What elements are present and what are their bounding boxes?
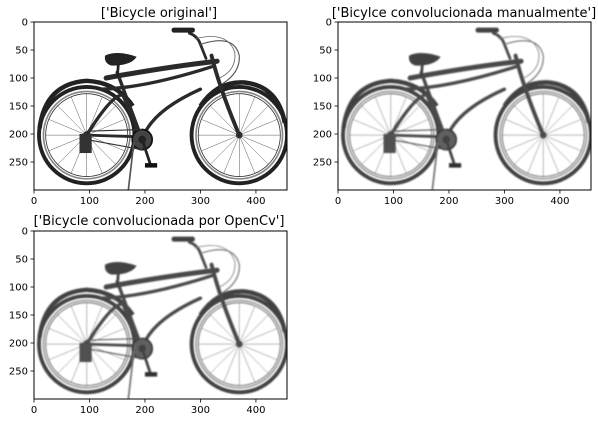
y-tick-label: 200 [9, 339, 28, 350]
x-tick-label: 400 [246, 196, 265, 207]
y-tick-label: 250 [9, 158, 28, 169]
x-tick-label: 400 [246, 405, 265, 416]
x-tick-label: 0 [31, 405, 37, 416]
panel-opencv: ['Bicycle convolucionada por OpenCv'] 0 1… [9, 214, 288, 416]
y-tick-label: 50 [15, 46, 28, 57]
panel-original: ['Bicycle original'] 0 100 200 300 400 0 50 100… [9, 6, 288, 207]
x-tick-label: 100 [384, 196, 403, 207]
panel-title: ['Bicylce convolucionada manualmente'] [332, 6, 596, 21]
y-tick-label: 100 [9, 283, 28, 294]
x-tick-label: 100 [80, 196, 99, 207]
x-tick-label: 400 [550, 196, 569, 207]
x-tick-label: 300 [495, 196, 514, 207]
y-tick-label: 0 [326, 18, 332, 29]
y-tick-label: 150 [313, 102, 332, 113]
y-tick-label: 100 [313, 74, 332, 85]
x-tick-label: 0 [31, 196, 37, 207]
x-tick-label: 300 [191, 405, 210, 416]
y-tick-label: 50 [15, 255, 28, 266]
bicycle-icon [338, 22, 591, 190]
y-tick-label: 150 [9, 311, 28, 322]
y-tick-label: 0 [22, 18, 28, 29]
y-tick-label: 250 [9, 367, 28, 378]
x-tick-label: 200 [439, 196, 458, 207]
panel-manual: ['Bicylce convolucionada manualmente'] 0… [313, 6, 596, 207]
x-tick-label: 200 [135, 405, 154, 416]
panel-title: ['Bicycle original'] [101, 6, 217, 21]
y-tick-label: 250 [313, 158, 332, 169]
x-tick-label: 200 [135, 196, 154, 207]
x-tick-label: 100 [80, 405, 99, 416]
x-tick-label: 0 [335, 196, 341, 207]
y-tick-label: 200 [9, 130, 28, 141]
y-tick-label: 50 [319, 46, 332, 57]
panel-title: ['Bicycle convolucionada por OpenCv'] [34, 214, 285, 229]
x-tick-label: 300 [191, 196, 210, 207]
y-tick-label: 200 [313, 130, 332, 141]
bicycle-icon [34, 22, 287, 190]
y-tick-label: 100 [9, 74, 28, 85]
y-tick-label: 0 [22, 227, 28, 238]
y-tick-label: 150 [9, 102, 28, 113]
bicycle-icon [34, 231, 287, 399]
